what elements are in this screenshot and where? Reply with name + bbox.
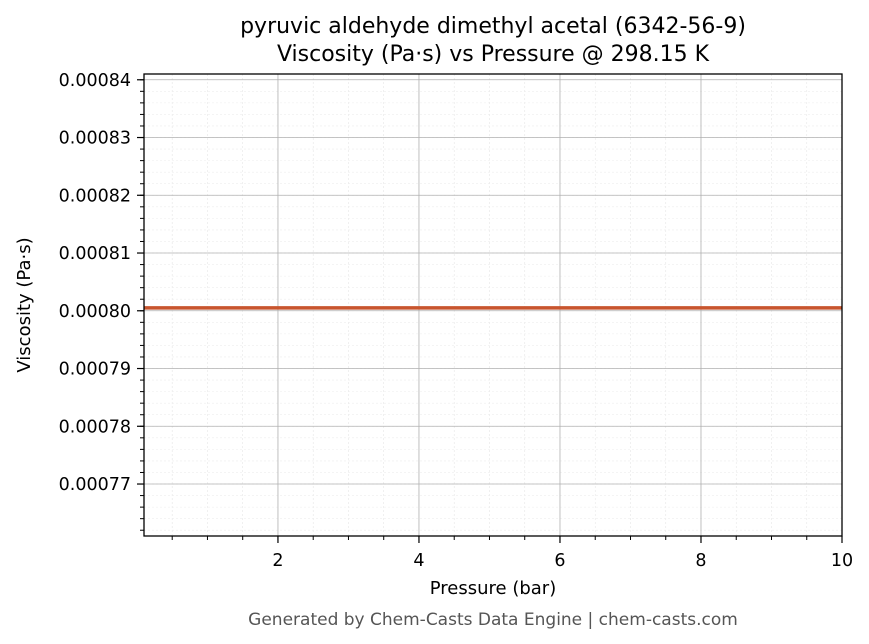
x-axis-ticks: 2 4 6 8 10 xyxy=(171,536,853,571)
footer-credit: Generated by Chem-Casts Data Engine | ch… xyxy=(248,610,738,630)
y-tick-label: 0.00083 xyxy=(59,129,131,149)
y-tick-label: 0.00082 xyxy=(59,186,131,206)
y-tick-label: 0.00081 xyxy=(59,244,131,264)
major-grid xyxy=(144,74,843,536)
y-tick-label: 0.00079 xyxy=(59,360,131,380)
y-axis-label: Viscosity (Pa·s) xyxy=(14,237,35,372)
x-tick-label: 6 xyxy=(554,551,565,571)
y-axis-ticks: 0.00077 0.00078 0.00079 0.00080 0.00081 0.000… xyxy=(59,71,144,531)
y-tick-label: 0.00077 xyxy=(59,475,131,495)
x-axis-label: Pressure (bar) xyxy=(430,578,556,599)
plot-area-frame xyxy=(143,73,843,537)
y-tick-label: 0.00084 xyxy=(59,71,131,91)
x-tick-label: 2 xyxy=(272,551,283,571)
x-tick-label: 10 xyxy=(831,551,853,571)
minor-grid xyxy=(144,74,842,536)
y-tick-label: 0.00078 xyxy=(59,417,131,437)
x-tick-label: 4 xyxy=(413,551,424,571)
chart-subtitle: Viscosity (Pa·s) vs Pressure @ 298.15 K xyxy=(277,42,710,67)
y-tick-label: 0.00080 xyxy=(59,302,131,322)
chart-title: pyruvic aldehyde dimethyl acetal (6342-5… xyxy=(240,14,746,39)
x-tick-label: 8 xyxy=(695,551,706,571)
